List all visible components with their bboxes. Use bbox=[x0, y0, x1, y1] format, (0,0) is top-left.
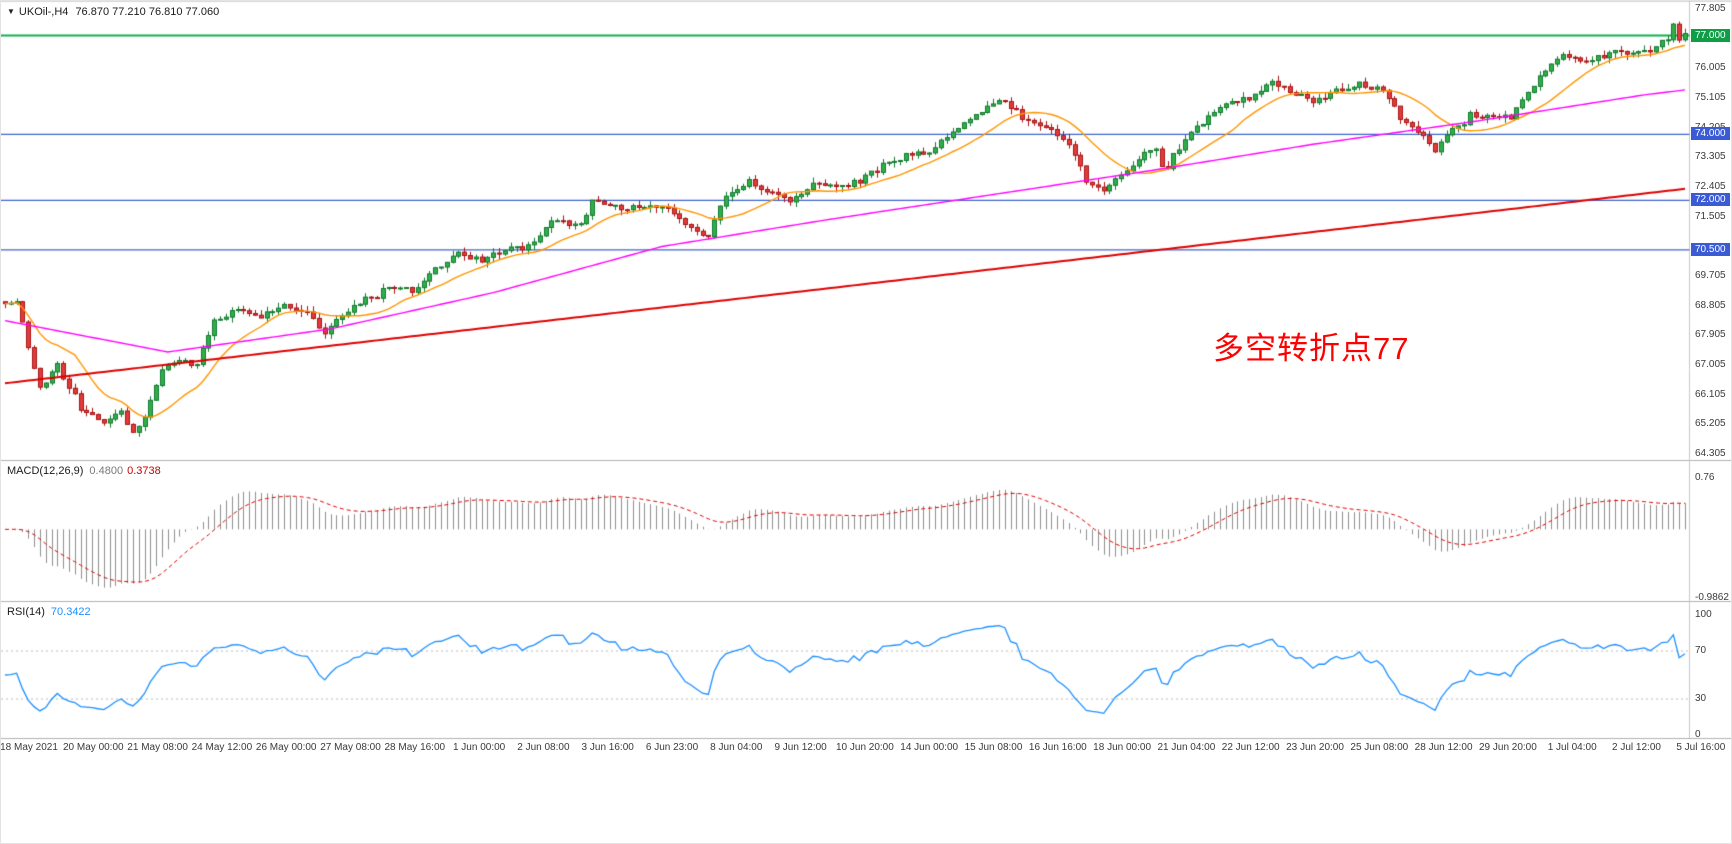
date-label: 24 May 12:00 bbox=[191, 742, 253, 753]
chart-title: ▼ UKOil-,H4 76.870 77.210 76.810 77.060 bbox=[7, 6, 219, 18]
price-tick: 72.405 bbox=[1695, 181, 1726, 192]
price-tick: 77.805 bbox=[1695, 3, 1726, 14]
rsi-scale-tick: 30 bbox=[1695, 693, 1707, 704]
rsi-scale-tick: 100 bbox=[1695, 609, 1712, 620]
price-tick: 67.905 bbox=[1695, 329, 1726, 341]
price-badge[interactable]: 72.000 bbox=[1691, 193, 1730, 207]
date-label: 5 Jul 16:00 bbox=[1676, 742, 1726, 753]
date-label: 2 Jul 12:00 bbox=[1612, 742, 1661, 753]
symbol-period-label: UKOil-,H4 bbox=[18, 6, 69, 18]
price-tick: 76.005 bbox=[1695, 62, 1726, 74]
price-tick: 75.105 bbox=[1695, 92, 1726, 103]
date-label: 25 Jun 08:00 bbox=[1350, 742, 1409, 753]
date-label: 28 Jun 12:00 bbox=[1414, 742, 1473, 753]
price-badge[interactable]: 77.000 bbox=[1691, 28, 1730, 42]
rsi-value: 70.3422 bbox=[50, 606, 91, 618]
date-label: 23 Jun 20:00 bbox=[1286, 742, 1344, 753]
macd-signal-value: 0.3738 bbox=[127, 465, 161, 477]
price-tick: 69.705 bbox=[1695, 270, 1726, 281]
price-tick: 74.205 bbox=[1695, 122, 1726, 133]
price-tick: 73.305 bbox=[1695, 151, 1726, 163]
symbol-marker-icon: ▼ bbox=[7, 7, 15, 16]
date-label: 1 Jul 04:00 bbox=[1547, 742, 1597, 753]
price-tick: 65.205 bbox=[1695, 418, 1726, 430]
price-chart-canvas[interactable] bbox=[1, 1, 1731, 761]
date-label: 1 Jun 00:00 bbox=[452, 742, 506, 753]
date-label: 2 Jun 08:00 bbox=[517, 742, 570, 753]
date-label: 21 Jun 04:00 bbox=[1157, 742, 1216, 753]
date-label: 16 Jun 16:00 bbox=[1028, 742, 1087, 753]
rsi-scale-tick: 70 bbox=[1695, 645, 1707, 656]
price-badge[interactable]: 70.500 bbox=[1691, 242, 1730, 256]
date-label: 14 Jun 00:00 bbox=[900, 742, 959, 753]
price-badge[interactable]: 74.000 bbox=[1691, 127, 1730, 141]
macd-main-value: 0.4800 bbox=[89, 465, 124, 477]
rsi-label: RSI(14) 70.3422 bbox=[7, 606, 91, 618]
macd-name: MACD(12,26,9) bbox=[7, 465, 84, 477]
date-label: 18 Jun 00:00 bbox=[1093, 742, 1152, 753]
price-tick: 71.505 bbox=[1695, 210, 1726, 222]
date-label: 18 May 2021 bbox=[0, 742, 58, 753]
date-label: 6 Jun 23:00 bbox=[645, 742, 699, 753]
date-label: 10 Jun 20:00 bbox=[835, 742, 894, 753]
date-label: 8 Jun 04:00 bbox=[710, 742, 763, 753]
date-label: 9 Jun 12:00 bbox=[774, 742, 827, 753]
rsi-scale-tick: 0 bbox=[1695, 729, 1701, 740]
date-label: 28 May 16:00 bbox=[384, 742, 446, 753]
price-tick: 64.305 bbox=[1695, 448, 1726, 459]
macd-scale-top: 0.76 bbox=[1695, 472, 1715, 483]
annotation-text: 多空转折点77 bbox=[1213, 331, 1410, 366]
macd-label: MACD(12,26,9) 0.4800 0.3738 bbox=[7, 465, 161, 477]
date-label: 20 May 00:00 bbox=[62, 742, 124, 753]
date-label: 21 May 08:00 bbox=[127, 742, 188, 753]
date-label: 27 May 08:00 bbox=[320, 742, 381, 753]
date-label: 26 May 00:00 bbox=[255, 742, 317, 753]
date-label: 15 Jun 08:00 bbox=[964, 742, 1023, 753]
price-tick: 68.805 bbox=[1695, 299, 1726, 311]
date-label: 22 Jun 12:00 bbox=[1221, 742, 1280, 753]
ohlc-values: 76.870 77.210 76.810 77.060 bbox=[75, 6, 220, 18]
price-tick: 66.105 bbox=[1695, 388, 1726, 400]
date-label: 29 Jun 20:00 bbox=[1478, 742, 1537, 753]
rsi-name: RSI(14) bbox=[7, 606, 45, 618]
date-label: 3 Jun 16:00 bbox=[581, 742, 634, 753]
price-tick: 67.005 bbox=[1695, 359, 1726, 370]
macd-scale-bottom: -0.9862 bbox=[1695, 592, 1729, 603]
